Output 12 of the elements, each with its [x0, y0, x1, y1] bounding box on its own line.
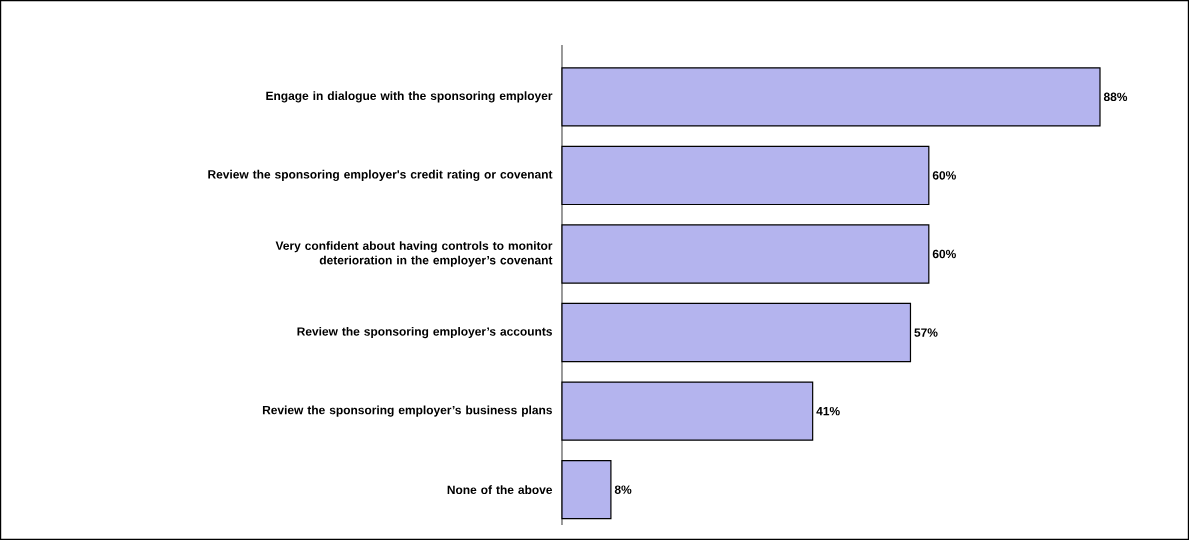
y-tick-label: Engage in dialogue with the sponsoring employer: [266, 91, 553, 103]
data-label: 60%: [932, 171, 956, 180]
data-label: 41%: [816, 406, 840, 416]
data-label: 60%: [932, 249, 956, 259]
y-tick-label: None of the above: [447, 485, 553, 495]
data-label: 88%: [1103, 92, 1128, 102]
y-tick-label: Review the sponsoring employer’s accounts: [297, 326, 552, 339]
y-tick-label: Very confident about having controls to monitor deterioration in the employer’s covenant: [275, 241, 553, 267]
data-label: 8%: [614, 485, 632, 494]
data-label: 57%: [914, 328, 938, 337]
y-tick-label: Review the sponsoring employer's credit rating or covenant: [208, 169, 553, 182]
y-tick-label: Review the sponsoring employer’s business plans: [262, 405, 552, 417]
